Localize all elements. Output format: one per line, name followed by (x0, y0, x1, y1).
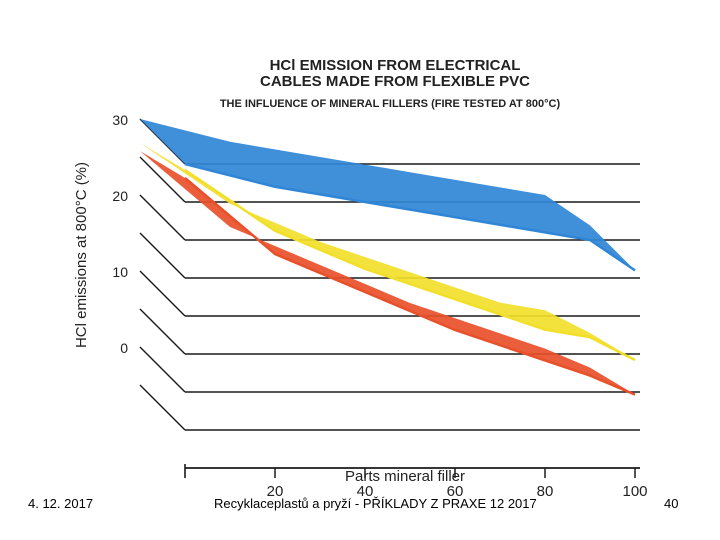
chart-axes: 0 10 20 30 20 40 60 80 100 (112, 112, 647, 500)
chart-title-line-1: HCl EMISSION FROM ELECTRICAL (270, 57, 521, 74)
footer-date: 4. 12. 2017 (28, 496, 94, 511)
y-tick-label: 10 (112, 264, 128, 280)
grid-connector (139, 384, 186, 431)
x-tick-label: 20 (267, 483, 284, 500)
footer-page-number: 40 (664, 496, 679, 511)
chart-title-line-2: CABLES MADE FROM FLEXIBLE PVC (260, 73, 530, 90)
series-line (184, 177, 636, 396)
x-tick-label: 80 (537, 483, 554, 500)
grid-connector (139, 232, 186, 279)
grid-connector (139, 194, 186, 241)
x-tick-label: 100 (622, 483, 647, 500)
series-line (184, 168, 636, 362)
x-axis-label: Parts mineral filler (345, 468, 465, 485)
chart-front-lines (184, 162, 636, 396)
grid-connector (139, 156, 186, 203)
chart-title: HCl EMISSION FROM ELECTRICAL CABLES MADE… (220, 57, 561, 110)
y-tick-label: 0 (120, 340, 128, 356)
chart-surfaces (140, 119, 635, 395)
series-surface (140, 119, 635, 271)
y-tick-label: 20 (112, 188, 128, 204)
series-line (184, 162, 636, 272)
footer-title: Recyklaceplastů a pryží - PŘÍKLADY Z PRA… (214, 496, 537, 511)
x-tick-label: 60 (447, 483, 464, 500)
chart-subtitle: THE INFLUENCE OF MINERAL FILLERS (FIRE T… (220, 98, 561, 110)
series-surface (140, 151, 635, 395)
y-tick-label: 30 (112, 112, 128, 128)
grid-connector (139, 308, 186, 355)
grid-connector (139, 270, 186, 317)
series-surface (140, 143, 635, 360)
grid-connector (139, 346, 186, 393)
y-axis-label: HCl emissions at 800°C (%) (73, 162, 90, 348)
x-tick-label: 40 (357, 483, 374, 500)
